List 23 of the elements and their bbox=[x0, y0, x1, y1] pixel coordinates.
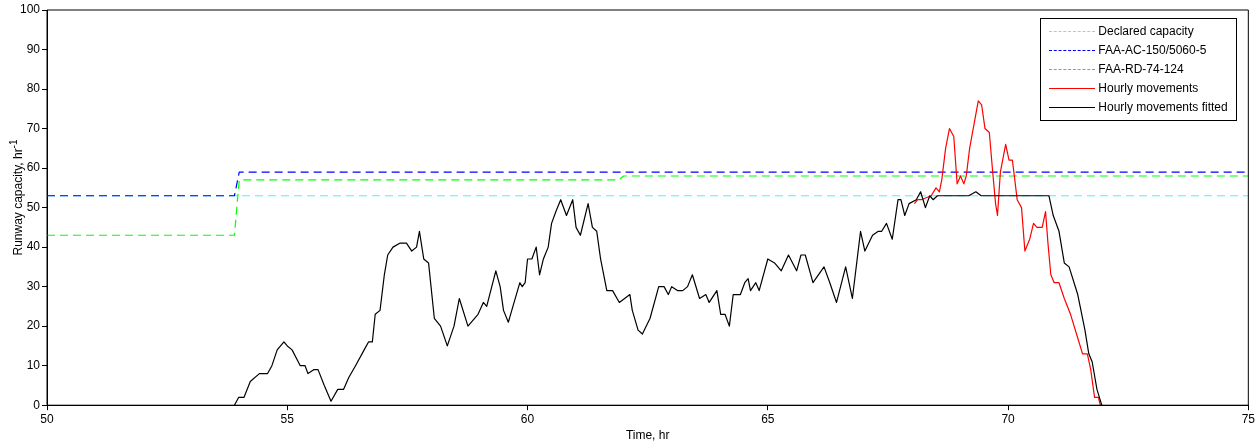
legend-label: Hourly movements bbox=[1098, 80, 1199, 97]
y-tick-label: 80 bbox=[26, 81, 41, 96]
x-tick-label: 50 bbox=[40, 411, 55, 426]
legend-label: FAA-AC-150/5060-5 bbox=[1098, 42, 1207, 59]
y-tick-label: 90 bbox=[26, 41, 41, 56]
y-tick-label: 10 bbox=[26, 357, 41, 372]
x-tick-label: 60 bbox=[520, 411, 535, 426]
y-tick-label: 30 bbox=[26, 278, 41, 293]
legend-label: FAA-RD-74-124 bbox=[1098, 61, 1184, 78]
x-tick-label: 70 bbox=[1001, 411, 1016, 426]
x-tick-label: 65 bbox=[761, 411, 775, 426]
x-tick-label: 75 bbox=[1241, 411, 1256, 426]
y-tick-label: 20 bbox=[26, 318, 41, 333]
y-tick-label: 40 bbox=[26, 239, 41, 254]
y-tick-label: 0 bbox=[33, 397, 41, 412]
y-tick-label: 70 bbox=[26, 120, 41, 135]
y-tick-label: 50 bbox=[26, 199, 41, 214]
x-tick-label: 55 bbox=[280, 411, 295, 426]
legend-label: Declared capacity bbox=[1098, 23, 1194, 40]
y-tick-label: 100 bbox=[19, 2, 41, 17]
y-tick-label: 60 bbox=[26, 160, 41, 175]
x-axis-title: Time, hr bbox=[625, 428, 670, 443]
legend-label: Hourly movements fitted bbox=[1098, 99, 1228, 116]
